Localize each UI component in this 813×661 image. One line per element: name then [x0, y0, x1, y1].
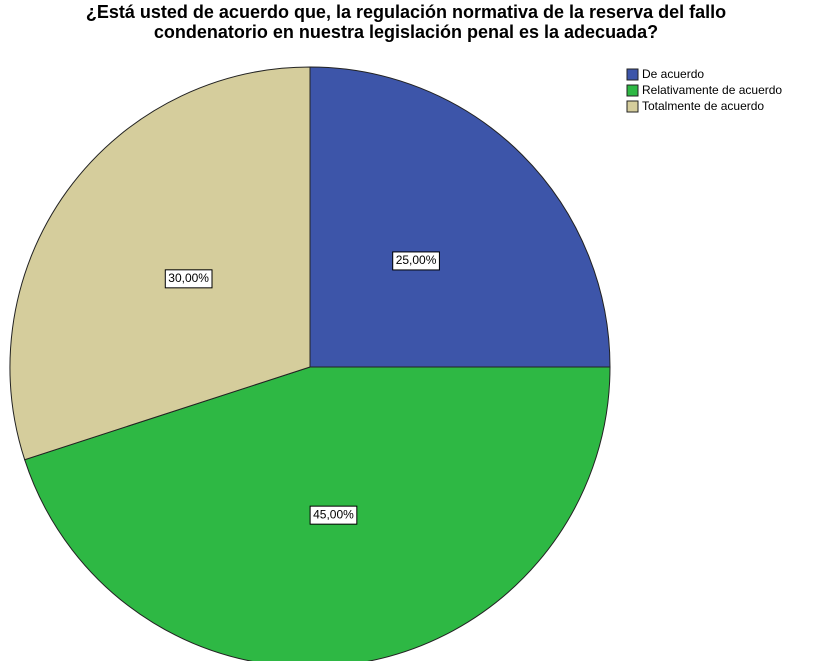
value-label-text: 30,00% — [168, 271, 209, 285]
value-label: 45,00% — [309, 505, 358, 525]
value-label: 30,00% — [164, 269, 213, 289]
legend-swatch — [626, 100, 639, 113]
value-label-box — [164, 269, 213, 289]
legend-swatch — [626, 68, 639, 81]
pie-slice — [9, 66, 311, 461]
legend-label: Relativamente de acuerdo — [642, 83, 782, 97]
value-label-text: 25,00% — [396, 253, 437, 267]
legend-swatch — [626, 84, 639, 97]
pie-slice — [309, 66, 611, 368]
legend-label: De acuerdo — [642, 67, 704, 81]
chart-title: ¿Está usted de acuerdo que, la regulació… — [86, 2, 726, 22]
value-label-box — [309, 505, 358, 525]
value-label-box — [392, 251, 440, 271]
value-label-text: 45,00% — [313, 507, 354, 521]
value-label: 25,00% — [392, 251, 440, 271]
chart-title: condenatorio en nuestra legislación pena… — [154, 22, 658, 42]
legend-label: Totalmente de acuerdo — [642, 99, 764, 113]
